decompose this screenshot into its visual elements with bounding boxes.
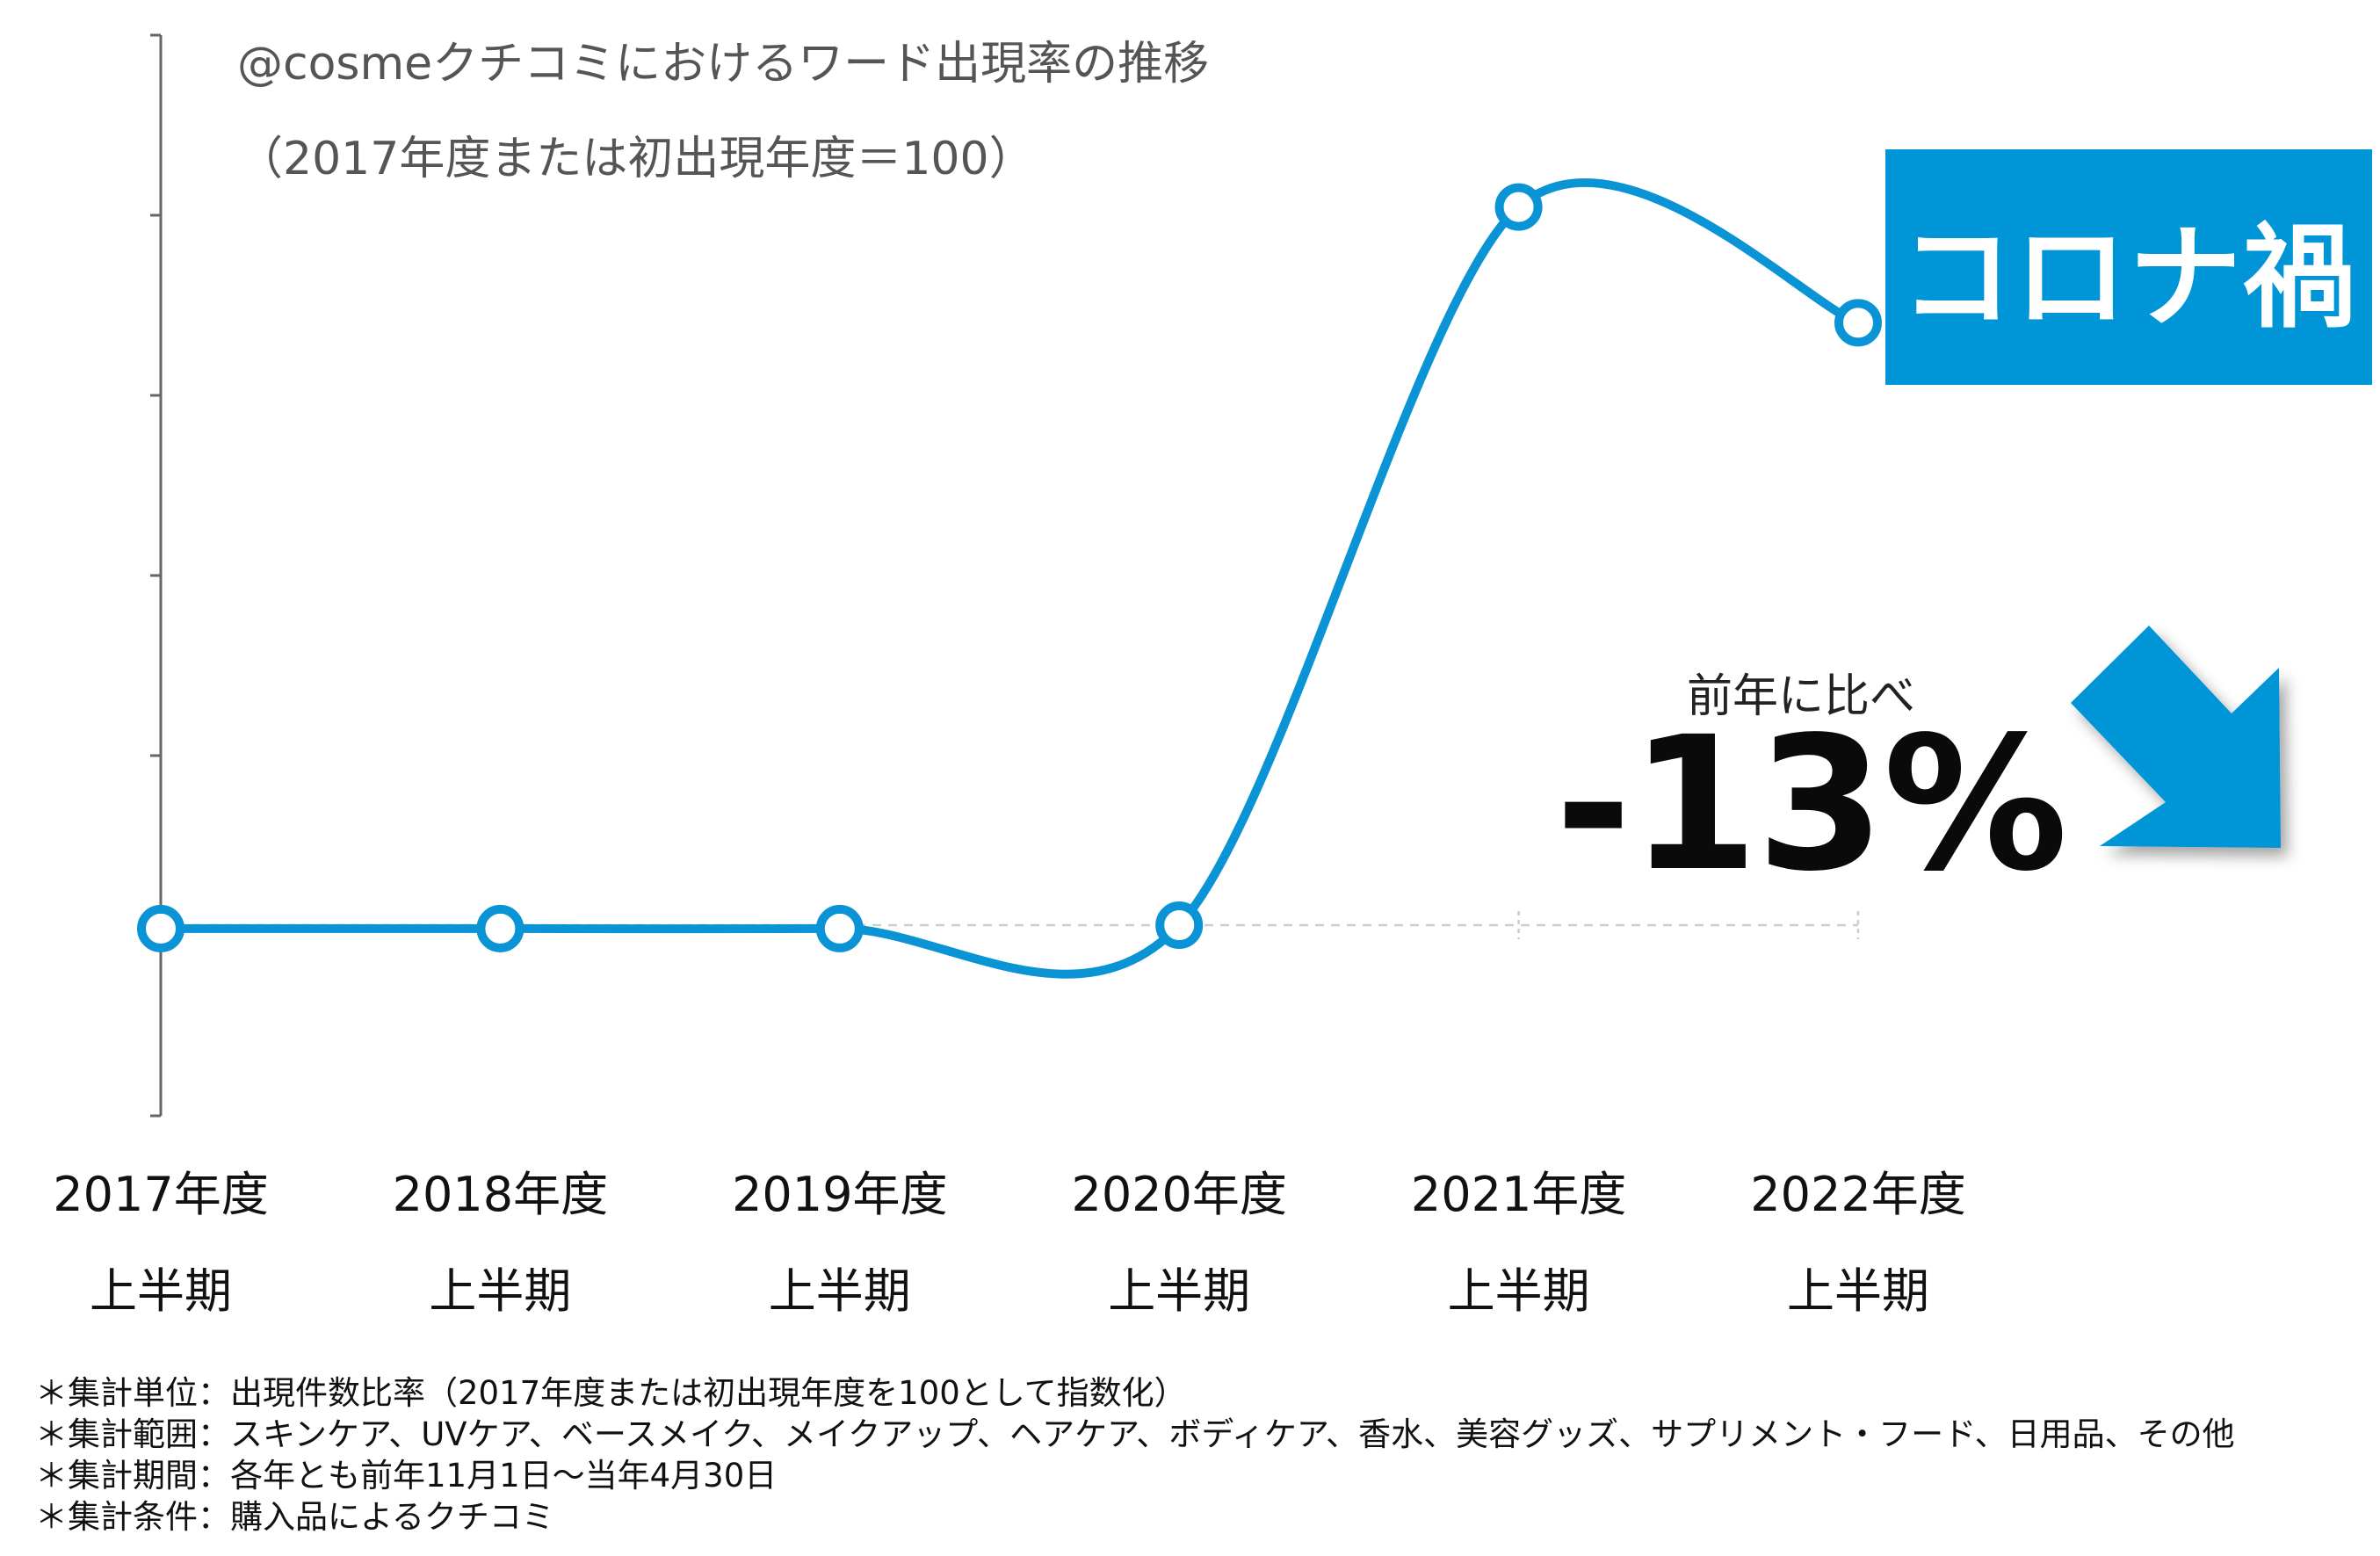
x-tick-label-half: 上半期 xyxy=(90,1263,232,1319)
footnote-scope: ＊集計範囲：スキンケア、UVケア、ベースメイク、メイクアップ、ヘアケア、ボディケ… xyxy=(35,1415,2235,1453)
footnote-condition: ＊集計条件：購入品によるクチコミ xyxy=(35,1498,554,1536)
footnote-period: ＊集計期間：各年とも前年11月1日〜当年4月30日 xyxy=(35,1457,778,1494)
data-point-6 xyxy=(1834,299,1882,347)
series-group xyxy=(137,178,1882,979)
x-tick-label-half: 上半期 xyxy=(1447,1263,1590,1319)
x-tick-label-year: 2022年度 xyxy=(1750,1167,1966,1222)
data-point-2 xyxy=(476,904,524,952)
footnotes: ＊集計単位：出現件数比率（2017年度または初出現年度を100として指数化） ＊… xyxy=(35,1372,2235,1538)
x-tick-label-year: 2017年度 xyxy=(53,1167,269,1222)
change-percentage: -13% xyxy=(1555,697,2068,912)
down-arrow-icon xyxy=(2071,626,2281,848)
data-point-5 xyxy=(1494,183,1543,231)
x-tick-label-year: 2021年度 xyxy=(1410,1167,1627,1222)
footnote-unit: ＊集計単位：出現件数比率（2017年度または初出現年度を100として指数化） xyxy=(35,1374,1187,1412)
x-tick-label-year: 2019年度 xyxy=(732,1167,948,1222)
x-tick-label-half: 上半期 xyxy=(1108,1263,1251,1319)
chart-subtitle: （2017年度または初出現年度＝100） xyxy=(237,133,1035,185)
x-tick-label-year: 2020年度 xyxy=(1071,1167,1287,1222)
covid-label: コロナ禍 xyxy=(1899,212,2357,344)
x-tick-label-half: 上半期 xyxy=(429,1263,572,1319)
data-point-4 xyxy=(1155,901,1204,950)
x-tick-label-half: 上半期 xyxy=(768,1263,911,1319)
chart-title: @cosmeクチコミにおけるワード出現率の推移 xyxy=(237,38,1210,90)
reference-line-group xyxy=(159,911,1860,940)
data-point-1 xyxy=(137,904,184,952)
x-tick-label-year: 2018年度 xyxy=(392,1167,609,1222)
data-point-3 xyxy=(815,904,864,952)
covid-highlight-box: コロナ禍 xyxy=(1885,149,2372,385)
x-tick-label-half: 上半期 xyxy=(1787,1263,1929,1319)
y-axis-group xyxy=(150,33,163,1118)
comparison-label: 前年に比べ xyxy=(1686,670,1915,723)
